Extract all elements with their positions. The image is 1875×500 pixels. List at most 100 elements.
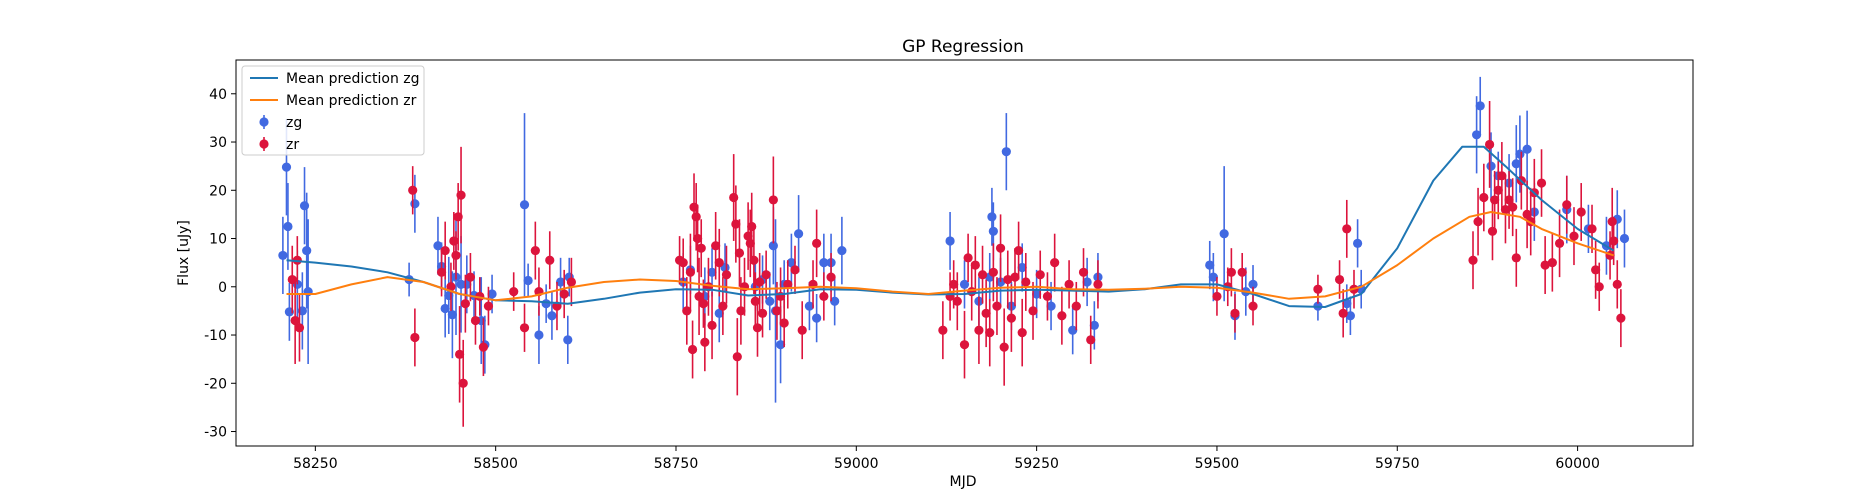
zr-point: [545, 255, 555, 265]
zr-point: [1237, 267, 1247, 277]
zr-point: [1591, 265, 1601, 275]
zr-point: [768, 195, 778, 205]
legend-label: Mean prediction zg: [286, 71, 420, 87]
zg-point: [959, 279, 970, 289]
zg-point: [1089, 320, 1099, 330]
zg-point: [1208, 272, 1218, 282]
zg-point: [447, 310, 457, 320]
zr-point: [1562, 200, 1572, 210]
zg-point: [547, 311, 557, 321]
legend-box: [241, 65, 425, 156]
zg-point: [555, 277, 566, 287]
zr-point: [734, 248, 745, 258]
plot-frame: [235, 59, 1694, 447]
zr-point: [1487, 226, 1498, 236]
zr-point: [1042, 291, 1053, 302]
y-tick-label: 30: [209, 135, 227, 151]
zr-point: [1554, 238, 1565, 248]
zr-point: [761, 270, 771, 280]
zr-point: [963, 253, 973, 263]
x-tick-label: 58500: [473, 456, 518, 472]
zr-point: [1021, 277, 1031, 287]
x-tick-label: 59250: [1014, 456, 1059, 472]
zg-point: [1472, 130, 1482, 140]
y-tick-label: 0: [218, 280, 227, 296]
zr-point: [1057, 311, 1067, 321]
zr-point: [1490, 195, 1500, 205]
zg-point: [519, 200, 530, 210]
zr-point: [981, 308, 991, 318]
zr-point: [685, 267, 696, 277]
zr-point: [1473, 217, 1483, 227]
zr-point: [718, 301, 728, 311]
zr-point: [707, 320, 717, 330]
zr-point: [731, 219, 741, 229]
zg-point: [837, 245, 847, 256]
zr-point: [1230, 308, 1240, 318]
zr-point: [687, 344, 698, 355]
zg-point: [1205, 260, 1215, 270]
zg-point: [563, 335, 573, 345]
zr-point: [1003, 274, 1013, 285]
line-mean-prediction-zr: [286, 211, 1615, 302]
zr-point: [985, 328, 995, 338]
zr-point: [470, 315, 481, 326]
y-tick-label: 20: [209, 183, 227, 199]
zr-point: [755, 277, 765, 287]
zr-point: [752, 323, 763, 333]
zg-point: [945, 236, 955, 246]
zr-point: [691, 212, 701, 222]
zg-point: [1032, 289, 1042, 299]
legend-label: zg: [286, 115, 302, 131]
zg-point: [440, 303, 450, 314]
zr-point: [970, 260, 980, 270]
zr-point: [1508, 202, 1518, 212]
zg-point: [1511, 159, 1521, 169]
zr-point: [779, 318, 789, 328]
zr-point: [819, 291, 829, 302]
zr-point: [460, 299, 470, 309]
zg-point: [523, 275, 533, 286]
x-tick-label: 58750: [654, 456, 699, 472]
zr-point: [952, 296, 962, 306]
zr-point: [410, 332, 420, 343]
zr-point: [959, 340, 970, 350]
legend-item: Mean prediction zg: [250, 71, 420, 87]
zg-point: [1515, 149, 1525, 159]
zr-point: [1338, 308, 1348, 318]
zg-point: [487, 289, 497, 299]
zr-point: [1078, 267, 1089, 277]
zr-point: [772, 306, 782, 316]
zg-point: [1522, 144, 1532, 154]
zr-point: [1248, 301, 1258, 311]
y-tick-label: 40: [209, 87, 227, 103]
zr-point: [559, 289, 569, 299]
zr-point: [1536, 178, 1547, 188]
zg-point: [714, 308, 724, 318]
zr-point: [1071, 301, 1081, 311]
zr-point: [696, 243, 706, 253]
zr-point: [1500, 204, 1511, 215]
zg-point: [1353, 238, 1363, 248]
zr-point: [1522, 209, 1532, 219]
zg-point: [1082, 277, 1092, 287]
zg-point: [462, 279, 472, 289]
zr-point: [826, 272, 836, 282]
zr-point: [449, 236, 459, 246]
zr-point: [714, 258, 724, 268]
x-tick-label: 59750: [1375, 456, 1420, 472]
zr-point: [700, 337, 710, 347]
zr-point: [1594, 282, 1604, 292]
zg-point: [987, 212, 997, 222]
zg-point: [804, 301, 815, 311]
zr-point: [1607, 217, 1617, 227]
zr-point: [1013, 245, 1024, 256]
zr-point: [1616, 313, 1626, 323]
zr-point: [974, 325, 984, 335]
zr-point: [1006, 313, 1016, 323]
zr-point: [1086, 335, 1096, 345]
zr-point: [1010, 272, 1020, 282]
zr-point: [1050, 258, 1060, 268]
zr-point: [721, 270, 732, 280]
